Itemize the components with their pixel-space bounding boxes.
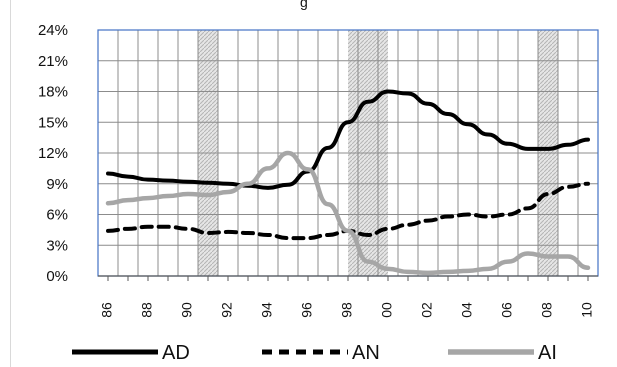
legend-label-an: AN bbox=[352, 342, 380, 364]
y-tick-label: 0% bbox=[46, 268, 68, 285]
window-divider bbox=[10, 0, 11, 367]
y-tick-label: 24% bbox=[38, 22, 68, 39]
x-tick-label: 88 bbox=[139, 302, 155, 318]
x-tick-label: 86 bbox=[99, 302, 115, 318]
window-edge bbox=[0, 0, 10, 367]
chart-title-fragment: g bbox=[300, 0, 308, 10]
y-tick-label: 15% bbox=[38, 114, 68, 131]
legend-label-ai: AI bbox=[538, 342, 557, 364]
x-tick-label: 96 bbox=[299, 302, 315, 318]
x-tick-label: 00 bbox=[379, 302, 395, 318]
series-line-ai bbox=[105, 150, 591, 276]
x-tick-label: 04 bbox=[459, 302, 475, 318]
y-tick-label: 12% bbox=[38, 145, 68, 162]
x-tick-label: 08 bbox=[539, 302, 555, 318]
plot-area: 0% 3% 6% 9% 12% 15% 18% 21% 24% 86 88 90 92 94 96 98 00 0… bbox=[38, 22, 599, 318]
legend: AD AN AI bbox=[72, 342, 557, 364]
x-tick-label: 94 bbox=[259, 302, 275, 318]
y-tick-label: 18% bbox=[38, 84, 68, 101]
x-tick-label: 98 bbox=[339, 302, 355, 318]
x-tick-label: 06 bbox=[499, 302, 515, 318]
x-tick-label: 92 bbox=[219, 302, 235, 318]
series-line-ad bbox=[106, 89, 590, 190]
y-tick-label: 9% bbox=[46, 176, 68, 193]
y-tick-label: 21% bbox=[38, 53, 68, 70]
x-tick-label: 10 bbox=[579, 302, 595, 318]
y-tick-label: 3% bbox=[46, 237, 68, 254]
x-tick-label: 02 bbox=[419, 302, 435, 318]
legend-label-ad: AD bbox=[162, 342, 190, 364]
x-tick-label: 90 bbox=[179, 302, 195, 318]
y-tick-label: 6% bbox=[46, 207, 68, 224]
